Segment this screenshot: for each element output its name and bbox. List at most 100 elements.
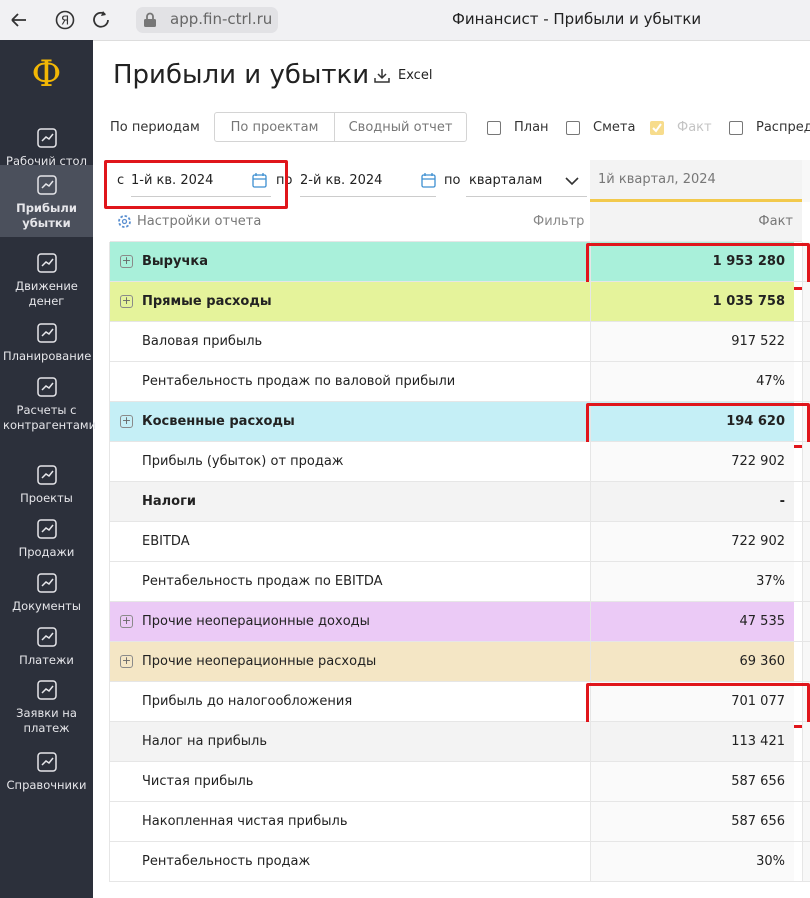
nav-label: Продажи [18,545,75,559]
nav-label: Прибыли убытки [16,201,77,230]
highlight-box [104,160,288,209]
to-input[interactable]: 2-й кв. 2024 [300,173,436,197]
row-value: 722 902 [590,522,794,561]
row-label: Чистая прибыль [142,774,254,789]
row-value: 587 656 [590,762,794,801]
row-value: 69 360 [590,642,794,681]
row-value: 1 953 280 [590,242,794,281]
nav-item[interactable]: Прибыли убытки [0,165,93,237]
row-value: 37% [590,562,794,601]
row-label: Косвенные расходы [142,414,295,429]
nav-icon [36,323,57,343]
row-value: 722 902 [590,442,794,481]
row-value: 30% [590,842,794,881]
nav-icon [36,128,57,148]
checkbox[interactable] [566,121,580,135]
nav-icon [36,377,57,397]
table-row: Рентабельность продаж по валовой прибыли… [110,362,810,402]
to-label: по [276,173,293,188]
tab-active[interactable]: По периодам [110,120,200,135]
row-value: - [590,482,794,521]
row-label-cell: Прибыль до налогообложения [110,682,590,721]
row-value: 47 535 [590,602,794,641]
expand-button[interactable]: + [120,654,133,668]
checkbox-label[interactable]: Факт [677,120,712,135]
next-cell [802,842,810,881]
nav-icon [36,752,57,772]
browser-bar: Я app.fin-ctrl.ru Финансист - Прибыли и … [0,0,810,41]
nav-label: Проекты [20,491,73,505]
checkbox[interactable] [729,121,743,135]
report-settings[interactable]: Настройки отчета [137,214,262,229]
download-icon[interactable] [373,68,391,84]
nav-item[interactable]: Платежи [0,617,93,674]
next-cell [802,562,810,601]
table-row: Накопленная чистая прибыль 587 656 [110,802,810,842]
next-cell [802,802,810,841]
row-label-cell: Прибыль (убыток) от продаж [110,442,590,481]
checkbox[interactable] [650,121,664,135]
by-select[interactable]: кварталам [466,173,587,197]
checkbox-label[interactable]: Распред [756,120,810,135]
next-cell [802,362,810,401]
row-label: Рентабельность продаж [142,854,311,869]
tab[interactable]: Сводный отчет [334,112,467,142]
nav-item[interactable]: Движение денег [0,243,93,315]
next-cell [802,762,810,801]
lock-icon [144,12,156,27]
row-label: Выручка [142,254,208,269]
next-cell [802,642,810,681]
logo[interactable]: Ф [31,54,62,95]
nav-item[interactable]: Проекты [0,455,93,512]
row-value: 194 620 [590,402,794,441]
row-label-cell: Чистая прибыль [110,762,590,801]
next-cell [802,722,810,761]
checkbox-label[interactable]: План [514,120,549,135]
row-label-cell: + Прямые расходы [110,282,590,321]
nav-label: Заявки на платеж [16,706,77,735]
table-row: + Прочие неоперационные доходы 47 535 [110,602,810,642]
nav-label: Расчеты с контрагентами [3,403,97,432]
calendar-icons [252,173,436,188]
nav-item[interactable]: Заявки на платеж [0,670,93,742]
export-link[interactable]: Excel [398,68,433,83]
nav-item[interactable]: Рабочий стол [0,118,93,175]
check [652,123,662,133]
settings-row [110,202,590,242]
expand-button[interactable]: + [120,294,133,308]
expand-button[interactable]: + [120,254,133,268]
row-label-cell: Рентабельность продаж по EBITDA [110,562,590,601]
table-row: Налоги - [110,482,810,522]
checkbox[interactable] [487,121,501,135]
row-label-cell: + Выручка [110,242,590,281]
checkbox-label[interactable]: Смета [593,120,636,135]
nav-item[interactable]: Планирование [0,313,93,370]
from-label: с [117,173,125,188]
filter-label[interactable]: Фильтр [533,214,585,229]
next-cell [802,482,810,521]
tab[interactable]: По проектам [214,112,335,142]
nav-item[interactable]: Расчеты с контрагентами [0,367,97,439]
table-row: + Косвенные расходы 194 620 [110,402,810,442]
table-row: Прибыль (убыток) от продаж 722 902 [110,442,810,482]
table-row: EBITDA 722 902 [110,522,810,562]
by-label: по [444,173,461,188]
row-label-cell: Валовая прибыль [110,322,590,361]
row-label: Налог на прибыль [142,734,268,749]
nav-item[interactable]: Справочники [0,742,93,799]
next-cell [802,242,810,281]
svg-text:Я: Я [61,14,69,28]
expand-button[interactable]: + [120,614,133,628]
row-label: Прямые расходы [142,294,272,309]
expand-button[interactable]: + [120,414,133,428]
nav-item[interactable]: Документы [0,563,93,620]
table-row: + Прямые расходы 1 035 758 [110,282,810,322]
nav-item[interactable]: Продажи [0,509,93,566]
next-cell [802,602,810,641]
column-header: Факт [590,202,802,242]
table-row: Рентабельность продаж 30% [110,842,810,882]
period-header [590,160,802,202]
url-box[interactable] [136,7,278,33]
from-input[interactable]: 1-й кв. 2024 [131,173,271,197]
